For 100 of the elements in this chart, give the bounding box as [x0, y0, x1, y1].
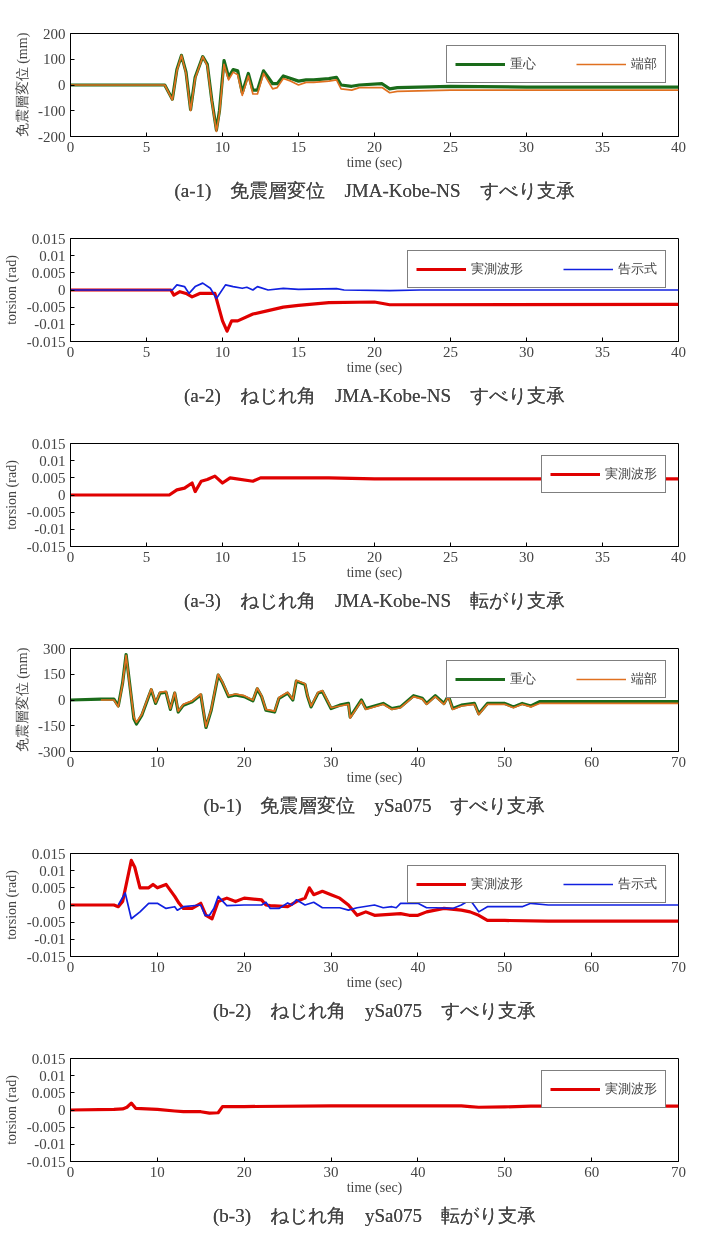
y-tick-label: 0.005	[31, 879, 66, 896]
x-tick-label: 50	[497, 958, 513, 975]
y-axis-title: torsion (rad)	[3, 459, 20, 530]
x-tick-label: 30	[519, 138, 534, 155]
x-tick-label: 20	[236, 958, 252, 975]
legend-label: 告示式	[618, 260, 657, 278]
x-tick-label: 30	[323, 1163, 339, 1180]
x-tick-label: 40	[410, 1163, 426, 1180]
x-tick-label: 5	[142, 548, 151, 565]
x-tick-label: 15	[291, 548, 306, 565]
y-tick-label: 0.01	[39, 247, 66, 264]
y-tick-label: 150	[43, 666, 66, 683]
x-tick-label: 30	[323, 958, 339, 975]
x-tick-label: 15	[291, 343, 306, 360]
x-tick-label: 60	[584, 958, 600, 975]
x-tick-label: 30	[519, 343, 534, 360]
y-axis-title: 免震層変位 (mm)	[15, 32, 31, 138]
x-tick-label: 10	[215, 548, 230, 565]
x-tick-label: 10	[215, 343, 230, 360]
y-tick-label: 100	[43, 51, 66, 68]
y-tick-label: 0.01	[39, 1067, 66, 1084]
text: (a-2) ねじれ角 JMA-Kobe-NS すべり支承	[183, 384, 566, 407]
y-tick-label: 0.015	[31, 230, 66, 247]
y-tick-label: -0.015	[26, 948, 66, 965]
y-tick-label: -0.01	[34, 931, 66, 948]
y-tick-label: -0.015	[26, 1153, 66, 1170]
x-tick-label: 25	[443, 138, 458, 155]
y-tick-label: 0.015	[31, 435, 66, 452]
y-tick-label: 0	[58, 77, 66, 93]
x-tick-label: 70	[671, 753, 686, 770]
y-tick-label: -0.005	[26, 504, 66, 521]
y-tick-label: 0.015	[31, 845, 66, 862]
y-tick-label: -300	[38, 743, 66, 760]
x-tick-label: 10	[149, 753, 165, 770]
legend-label: 重心	[510, 670, 536, 688]
x-tick-label: 40	[671, 548, 686, 565]
legend-label: 端部	[631, 670, 657, 688]
legend-label: 告示式	[618, 875, 657, 893]
y-tick-label: 0.005	[31, 264, 66, 281]
y-tick-label: -100	[38, 102, 66, 119]
x-tick-label: 40	[410, 753, 426, 770]
y-tick-label: 200	[43, 25, 66, 42]
x-tick-label: 5	[142, 138, 151, 155]
text: (a-3) ねじれ角 JMA-Kobe-NS 転がり支承	[183, 589, 566, 612]
x-tick-label: 70	[671, 1163, 686, 1180]
y-tick-label: -0.015	[26, 538, 66, 555]
x-axis-title: time (sec)	[346, 974, 403, 991]
x-tick-label: 50	[497, 753, 513, 770]
x-tick-label: 10	[215, 138, 230, 155]
legend-label: 端部	[631, 55, 657, 73]
x-tick-label: 20	[367, 548, 382, 565]
y-tick-label: -0.005	[26, 914, 66, 931]
x-tick-label: 70	[671, 958, 686, 975]
text: (a-1) 免震層変位 JMA-Kobe-NS すべり支承	[174, 179, 575, 202]
text: (b-2) ねじれ角 ySa075 すべり支承	[213, 999, 536, 1022]
x-tick-label: 30	[519, 548, 534, 565]
x-tick-label: 35	[595, 138, 610, 155]
x-tick-label: 20	[236, 1163, 252, 1180]
y-tick-label: -0.01	[34, 1136, 66, 1153]
x-tick-label: 30	[323, 753, 339, 770]
x-tick-label: 20	[367, 343, 382, 360]
y-tick-label: -200	[38, 128, 66, 145]
y-axis-title: torsion (rad)	[3, 1074, 20, 1145]
x-tick-label: 40	[671, 138, 686, 155]
x-tick-label: 5	[142, 343, 151, 360]
y-tick-label: 0.005	[31, 1084, 66, 1101]
y-tick-label: 0	[58, 897, 66, 913]
y-tick-label: -0.01	[34, 316, 66, 333]
y-axis-title: torsion (rad)	[3, 254, 20, 325]
legend-label: 実測波形	[605, 465, 657, 483]
y-tick-label: 0	[58, 1102, 66, 1118]
y-axis-title: torsion (rad)	[3, 869, 20, 940]
x-tick-label: 10	[149, 958, 165, 975]
y-tick-label: -0.01	[34, 521, 66, 538]
x-axis-title: time (sec)	[346, 154, 403, 171]
y-tick-label: -0.005	[26, 1119, 66, 1136]
y-tick-label: -150	[38, 717, 66, 734]
y-tick-label: 300	[43, 640, 66, 657]
x-tick-label: 40	[671, 343, 686, 360]
y-tick-label: 0	[58, 487, 66, 503]
text: (b-1) 免震層変位 ySa075 すべり支承	[203, 794, 546, 817]
x-tick-label: 35	[595, 343, 610, 360]
x-tick-label: 40	[410, 958, 426, 975]
y-tick-label: 0.005	[31, 469, 66, 486]
x-axis-title: time (sec)	[346, 359, 403, 376]
y-tick-label: -0.015	[26, 333, 66, 350]
x-tick-label: 20	[236, 753, 252, 770]
text: (b-3) ねじれ角 ySa075 転がり支承	[213, 1204, 536, 1227]
x-tick-label: 50	[497, 1163, 513, 1180]
legend-label: 重心	[510, 55, 536, 73]
x-axis-title: time (sec)	[346, 564, 403, 581]
legend-label: 実測波形	[471, 260, 523, 278]
legend-label: 実測波形	[471, 875, 523, 893]
x-tick-label: 25	[443, 548, 458, 565]
x-tick-label: 25	[443, 343, 458, 360]
x-tick-label: 15	[291, 138, 306, 155]
x-tick-label: 60	[584, 1163, 600, 1180]
y-tick-label: 0.015	[31, 1050, 66, 1067]
y-tick-label: 0	[58, 692, 66, 708]
x-tick-label: 35	[595, 548, 610, 565]
